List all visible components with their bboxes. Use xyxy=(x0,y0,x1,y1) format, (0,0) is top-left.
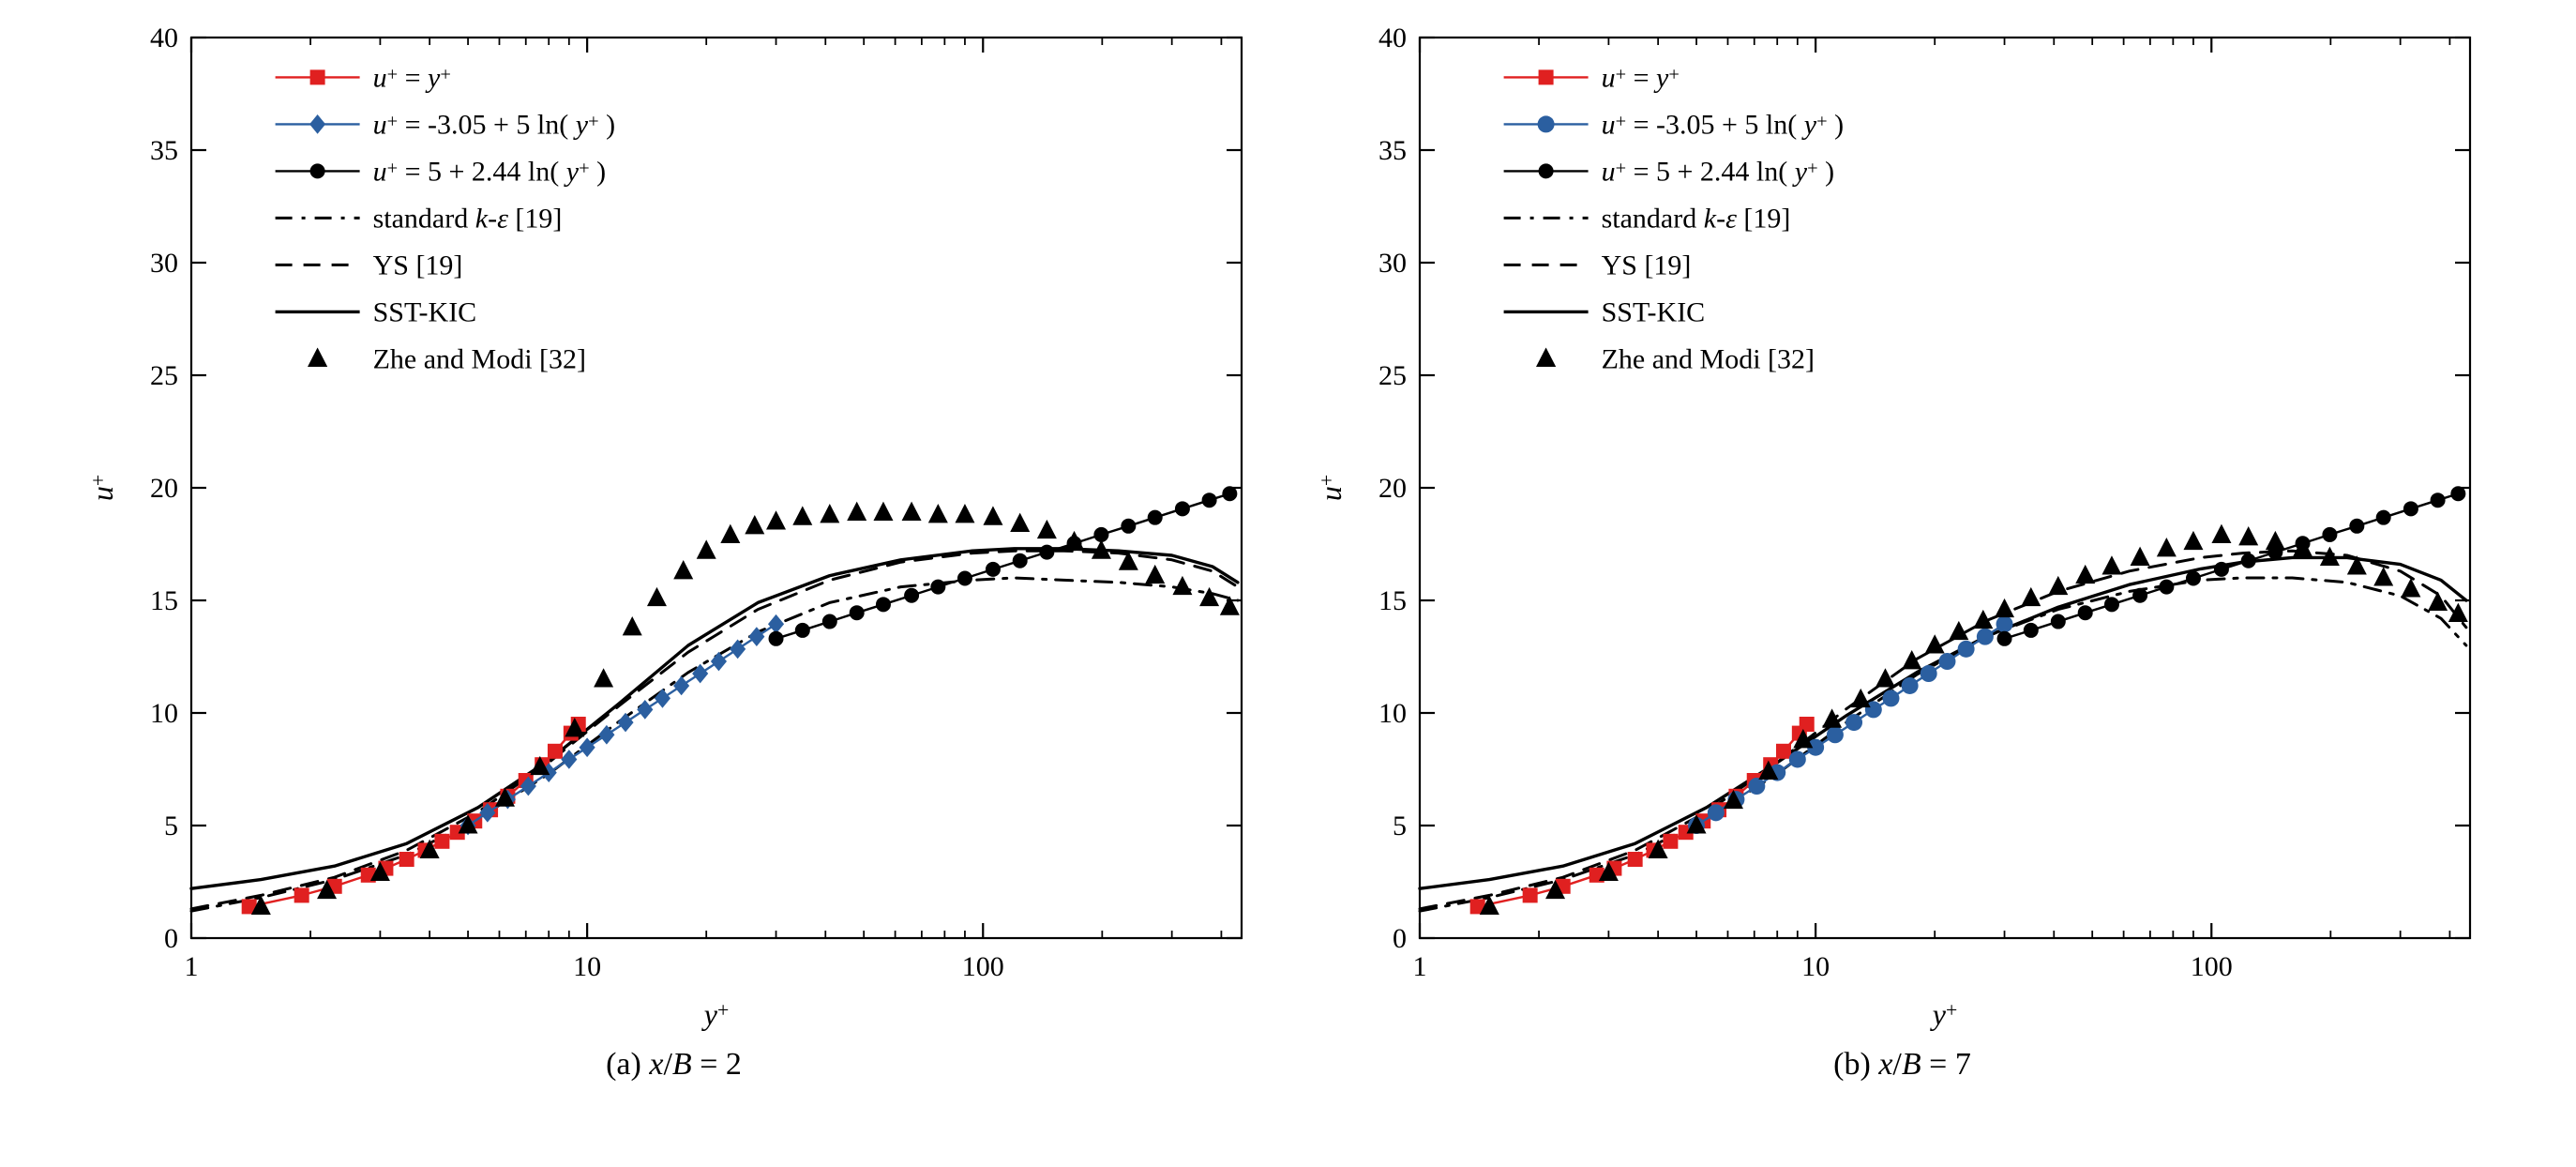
xtick-label: 1 xyxy=(1412,951,1426,982)
ytick-label: 40 xyxy=(150,23,178,53)
xlabel: y+ xyxy=(1929,997,1956,1031)
legend-label-sst_kic: SST-KIC xyxy=(1601,296,1705,327)
xtick-label: 100 xyxy=(961,951,1003,982)
legend-label-zhe_modi: Zhe and Modi [32] xyxy=(1601,343,1814,374)
legend-label-ys: YS [19] xyxy=(372,250,462,280)
xtick-label: 10 xyxy=(1801,951,1830,982)
xlabel: y+ xyxy=(700,997,728,1031)
legend-label-uplus_eq_yplus: u+ = y+ xyxy=(1601,62,1679,93)
series-line-ys xyxy=(191,551,1238,909)
ytick-label: 25 xyxy=(150,360,178,391)
ytick-label: 15 xyxy=(150,585,178,616)
ytick-label: 0 xyxy=(1393,923,1407,954)
series-markers-uplus_eq_yplus xyxy=(1469,717,1814,914)
series-line-ys xyxy=(1420,551,2466,909)
plot-area xyxy=(1420,486,2468,915)
ytick-label: 30 xyxy=(150,248,178,279)
axes-frame xyxy=(191,38,1242,938)
ytick-label: 25 xyxy=(1378,360,1407,391)
series-line-sst_kic xyxy=(191,549,1238,888)
legend-label-log_law: u+ = 5 + 2.44 ln( y+ ) xyxy=(1601,156,1834,187)
legend: u+ = y+ u+ = -3.05 + 5 ln( y+ ) u+ = 5 + 2… xyxy=(275,62,614,374)
axes-frame xyxy=(1420,38,2470,938)
ylabel: u+ xyxy=(1314,475,1348,501)
series-line-uplus_eq_yplus xyxy=(249,724,578,906)
chart-svg: 1 10 100 0 5 10 15 20 25 30 35 40 y+ u+ u+ = y+ u+ = -3… xyxy=(1307,19,2498,1041)
panel-a: 1 10 100 0 5 10 15 20 25 30 35 40 y+ u+ u+ = y+ u+ = -3… xyxy=(79,19,1270,1083)
ytick-label: 40 xyxy=(1378,23,1407,53)
legend-label-std_keps: standard k-ε [19] xyxy=(372,203,562,234)
legend-label-sst_kic: SST-KIC xyxy=(372,296,476,327)
ytick-label: 35 xyxy=(150,135,178,166)
ytick-label: 35 xyxy=(1378,135,1407,166)
series-markers-uplus_eq_yplus xyxy=(241,717,585,914)
ylabel: u+ xyxy=(85,475,119,501)
ytick-label: 20 xyxy=(150,473,178,504)
ytick-label: 15 xyxy=(1378,585,1407,616)
series-line-uplus_eq_yplus xyxy=(1477,724,1806,906)
ytick-label: 5 xyxy=(1393,811,1407,841)
legend: u+ = y+ u+ = -3.05 + 5 ln( y+ ) u+ = 5 + 2… xyxy=(1503,62,1843,374)
ytick-label: 20 xyxy=(1378,473,1407,504)
series-line-sst_kic xyxy=(1420,557,2466,888)
panel-caption: (a) x/B = 2 xyxy=(606,1047,742,1083)
legend-label-buffer_law: u+ = -3.05 + 5 ln( y+ ) xyxy=(372,109,614,140)
ytick-label: 0 xyxy=(164,923,178,954)
ytick-label: 30 xyxy=(1378,248,1407,279)
chart-svg: 1 10 100 0 5 10 15 20 25 30 35 40 y+ u+ u+ = y+ u+ = -3… xyxy=(79,19,1270,1041)
xtick-label: 100 xyxy=(2190,951,2232,982)
legend-label-zhe_modi: Zhe and Modi [32] xyxy=(372,343,585,374)
ytick-label: 5 xyxy=(164,811,178,841)
plot-area xyxy=(191,486,1240,915)
ytick-label: 10 xyxy=(150,698,178,729)
panel-b: 1 10 100 0 5 10 15 20 25 30 35 40 y+ u+ u+ = y+ u+ = -3… xyxy=(1307,19,2498,1083)
ytick-label: 10 xyxy=(1378,698,1407,729)
xtick-label: 1 xyxy=(184,951,198,982)
legend-label-std_keps: standard k-ε [19] xyxy=(1601,203,1790,234)
legend-label-buffer_law: u+ = -3.05 + 5 ln( y+ ) xyxy=(1601,109,1843,140)
figure-container: 1101000510152025303540y+u+u+ = y+u+ = -3… xyxy=(0,0,2576,1101)
legend-label-ys: YS [19] xyxy=(1601,250,1691,280)
legend-label-uplus_eq_yplus: u+ = y+ xyxy=(372,62,450,93)
legend-label-log_law: u+ = 5 + 2.44 ln( y+ ) xyxy=(372,156,605,187)
xtick-label: 10 xyxy=(573,951,601,982)
panel-caption: (b) x/B = 7 xyxy=(1833,1047,1971,1083)
